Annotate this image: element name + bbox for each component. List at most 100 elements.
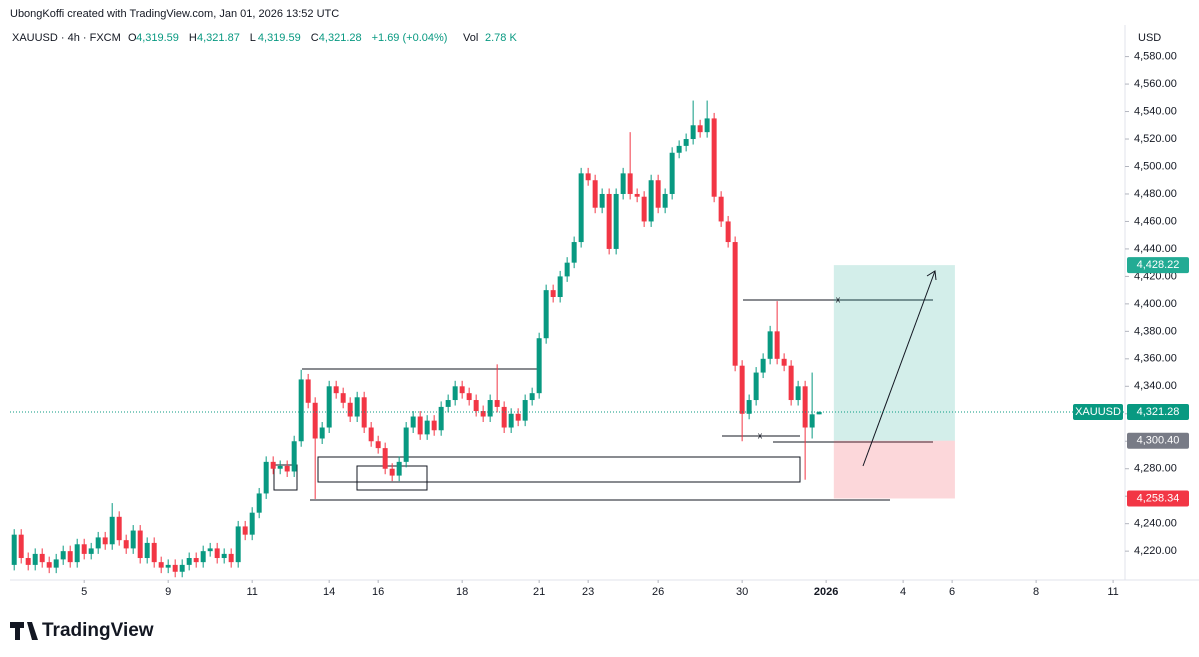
position (833, 265, 955, 499)
candle-body (571, 242, 577, 263)
ohlc-value: 4,319.59 (258, 32, 301, 44)
y-tick-label: 4,480.00 (1134, 188, 1177, 200)
x-tick-label: 6 (949, 586, 955, 598)
candle-body (795, 386, 801, 401)
candle-body (207, 548, 213, 552)
candle-body (809, 414, 815, 428)
candle-body (788, 365, 794, 401)
x-tick-label: 11 (246, 586, 257, 598)
candle-body (669, 152, 675, 194)
y-tick-label: 4,440.00 (1134, 243, 1177, 255)
candle-body (515, 413, 521, 421)
price-tag (1127, 490, 1189, 507)
candle-body (480, 411, 486, 417)
candle-body (564, 262, 570, 277)
candle-body (403, 427, 409, 462)
candle-body (25, 558, 31, 565)
candle-body (599, 193, 605, 208)
ohlc-key: C (311, 32, 319, 44)
ohlc-value: 4,321.28 (319, 32, 362, 44)
y-tick-label: 4,560.00 (1134, 78, 1177, 90)
symbol-tag (1073, 404, 1123, 421)
candle-body (732, 242, 738, 366)
x-tick-label: 11 (1107, 586, 1118, 598)
candle-body (151, 542, 157, 563)
candle-body (627, 173, 633, 194)
candle-body (641, 196, 647, 222)
x-tick-label: 9 (165, 586, 171, 598)
candle-body (235, 526, 241, 563)
candle-body (193, 558, 199, 563)
candle-body (529, 393, 535, 401)
candle-body (221, 553, 227, 559)
candle-body (200, 551, 206, 563)
candle-body (158, 562, 164, 568)
candle-body (347, 402, 353, 417)
candle-body (410, 416, 416, 428)
candle-body (214, 548, 220, 559)
candle-body (648, 180, 654, 222)
candle-body (116, 516, 122, 541)
candle-body (662, 193, 668, 208)
candle-body (256, 493, 262, 513)
ohlc-key: H (189, 32, 197, 44)
candle-body (417, 416, 423, 435)
candle-body (186, 558, 192, 565)
candle-body (298, 379, 304, 442)
candle-body (368, 427, 374, 442)
candle-body (81, 544, 87, 554)
candle-body (501, 406, 507, 428)
x-tick-label: 5 (81, 586, 87, 598)
candle-body (697, 125, 703, 133)
candle-body (291, 441, 297, 472)
candle-body (172, 564, 178, 572)
candle-body (424, 420, 430, 435)
candle-body (242, 526, 248, 535)
brand: TradingView (42, 620, 154, 641)
candle-body (354, 397, 360, 417)
candle-body (319, 427, 325, 439)
y-tick-label: 4,220.00 (1134, 545, 1177, 557)
vol-value: 2.78 K (485, 32, 517, 44)
candle-body (683, 139, 689, 146)
candle-body (459, 386, 465, 394)
price-tag (1127, 257, 1189, 274)
candle-body (312, 402, 318, 439)
y-tick-label: 4,280.00 (1134, 463, 1177, 475)
candle-body (109, 516, 115, 545)
candle-body (11, 534, 17, 565)
ohlc-key: L (250, 32, 256, 44)
candle-body (123, 540, 129, 549)
y-tick-label: 4,540.00 (1134, 105, 1177, 117)
candle-body (781, 358, 787, 366)
arrow-head (926, 270, 937, 281)
candle-body (46, 562, 52, 568)
candle-body (326, 386, 332, 428)
symbol: XAUUSD · 4h · FXCM (12, 32, 121, 44)
marker: x (758, 430, 763, 440)
currency: USD (1138, 32, 1161, 44)
candle-body (655, 180, 661, 208)
y-tick-label: 4,520.00 (1134, 133, 1177, 145)
symbol-tag-label: XAUUSD (1075, 406, 1121, 418)
y-tick-label: 4,240.00 (1134, 518, 1177, 530)
x-tick-label: 14 (323, 586, 335, 598)
candle-body (816, 412, 822, 415)
candle-body (613, 193, 619, 249)
candle-body (725, 221, 731, 243)
loss-zone (833, 440, 955, 499)
candle-body (774, 331, 780, 359)
candle-body (60, 551, 66, 560)
candle-body (550, 290, 556, 298)
candle-body (284, 465, 290, 472)
arrow (862, 270, 937, 467)
y-tick-label: 4,580.00 (1134, 51, 1177, 63)
change: +1.69 (+0.04%) (372, 32, 448, 44)
y-tick-label: 4,460.00 (1134, 215, 1177, 227)
candle-body (522, 400, 528, 421)
candle-body (634, 193, 640, 197)
price-tag-label: 4,321.28 (1137, 406, 1180, 418)
candle-body (473, 400, 479, 412)
vol-key: Vol (463, 32, 478, 44)
